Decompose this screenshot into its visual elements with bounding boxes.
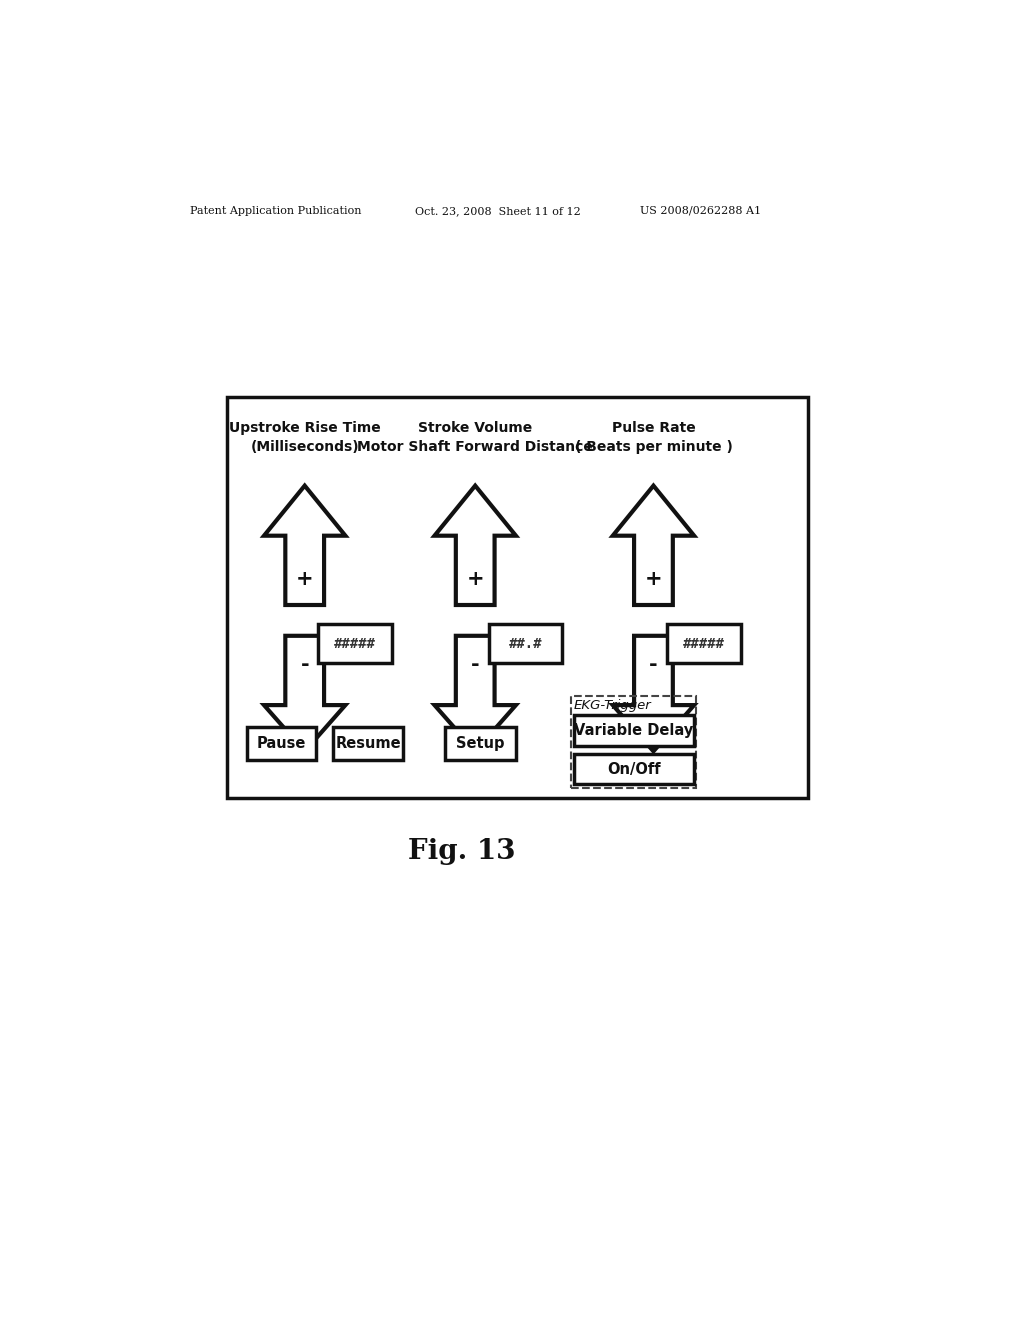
- Text: Resume: Resume: [336, 737, 401, 751]
- Text: +: +: [296, 569, 313, 589]
- Bar: [488, 624, 562, 663]
- Polygon shape: [434, 636, 516, 751]
- Bar: [445, 727, 516, 760]
- Bar: [571, 696, 696, 788]
- Text: Upstroke Rise Time: Upstroke Rise Time: [228, 421, 381, 434]
- Text: Setup: Setup: [457, 737, 505, 751]
- Polygon shape: [264, 636, 345, 751]
- Polygon shape: [612, 636, 694, 751]
- Text: Patent Application Publication: Patent Application Publication: [190, 206, 361, 215]
- Bar: [318, 624, 392, 663]
- Text: Oct. 23, 2008  Sheet 11 of 12: Oct. 23, 2008 Sheet 11 of 12: [415, 206, 581, 215]
- Text: On/Off: On/Off: [607, 762, 660, 776]
- Text: +: +: [645, 569, 663, 589]
- Bar: [573, 715, 693, 746]
- Polygon shape: [612, 486, 694, 605]
- Bar: [227, 397, 809, 797]
- Text: -: -: [300, 655, 309, 675]
- Text: ( Beats per minute ): ( Beats per minute ): [574, 440, 732, 454]
- Text: Pause: Pause: [257, 737, 306, 751]
- Text: #####: #####: [334, 636, 376, 651]
- Text: (Milliseconds): (Milliseconds): [251, 440, 359, 454]
- Text: #####: #####: [683, 636, 725, 651]
- Bar: [334, 727, 403, 760]
- Bar: [248, 727, 315, 760]
- Text: US 2008/0262288 A1: US 2008/0262288 A1: [640, 206, 761, 215]
- Text: Motor Shaft Forward Distance: Motor Shaft Forward Distance: [357, 440, 593, 454]
- Text: -: -: [649, 655, 657, 675]
- Bar: [573, 754, 693, 784]
- Polygon shape: [264, 486, 345, 605]
- Text: +: +: [466, 569, 484, 589]
- Text: Stroke Volume: Stroke Volume: [418, 421, 532, 434]
- Text: Variable Delay: Variable Delay: [574, 723, 693, 738]
- Text: EKG-Trigger: EKG-Trigger: [573, 698, 651, 711]
- Bar: [667, 624, 740, 663]
- Polygon shape: [434, 486, 516, 605]
- Text: ##.#: ##.#: [509, 636, 543, 651]
- Text: Fig. 13: Fig. 13: [408, 838, 515, 865]
- Text: -: -: [471, 655, 479, 675]
- Text: Pulse Rate: Pulse Rate: [611, 421, 695, 434]
